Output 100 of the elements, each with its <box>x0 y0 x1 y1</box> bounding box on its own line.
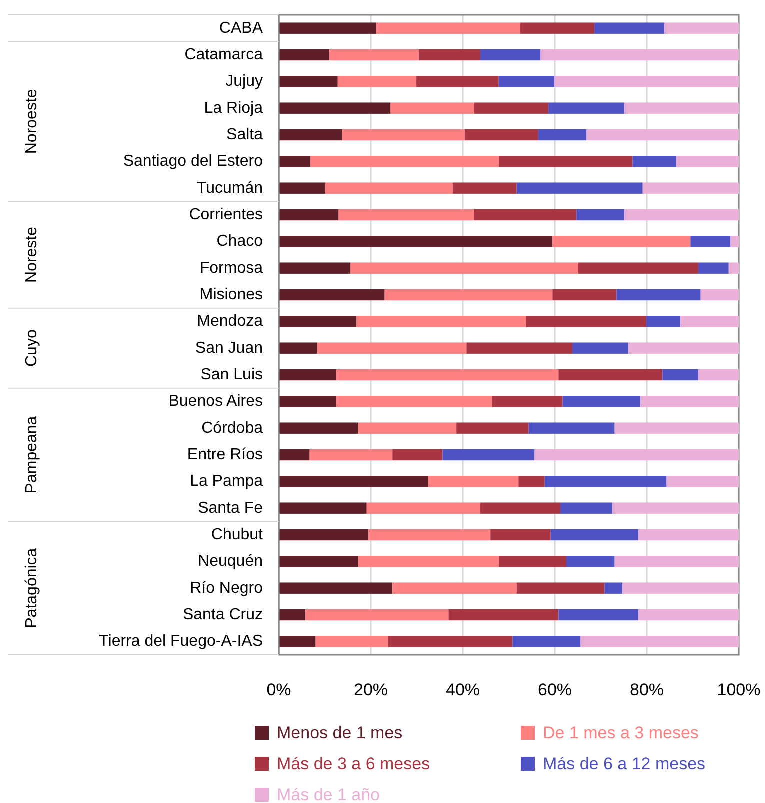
bar <box>279 102 391 114</box>
bar <box>279 609 306 621</box>
bar <box>480 49 541 61</box>
bar <box>466 342 572 354</box>
bar <box>392 582 517 594</box>
bar <box>544 476 667 488</box>
bar <box>612 502 739 514</box>
bar <box>628 342 739 354</box>
bar <box>474 102 549 114</box>
bar <box>638 529 739 541</box>
bar <box>554 76 739 88</box>
bar <box>526 316 647 328</box>
bar <box>356 316 526 328</box>
bar <box>279 502 367 514</box>
bar <box>624 102 739 114</box>
y-tick-label: Santa Fe <box>198 500 264 517</box>
bar <box>534 449 739 461</box>
bar <box>279 316 357 328</box>
y-tick-label: Neuquén <box>198 553 263 570</box>
bar <box>279 289 385 301</box>
bar <box>540 49 739 61</box>
bar <box>279 476 428 488</box>
bar <box>368 529 491 541</box>
y-tick-label: San Juan <box>195 340 263 357</box>
bar <box>392 449 443 461</box>
text: Noreste <box>24 226 40 284</box>
bar <box>350 262 578 274</box>
y-tick-label: Catamarca <box>184 46 264 64</box>
x-tick-label: 0% <box>266 680 292 700</box>
bar <box>664 22 739 34</box>
bar <box>680 316 739 328</box>
bar <box>518 476 545 488</box>
bar <box>279 342 318 354</box>
bar <box>624 209 739 221</box>
bar <box>464 129 538 141</box>
bar <box>728 262 739 274</box>
bar <box>614 422 739 434</box>
x-tick-label: 40% <box>446 680 480 700</box>
bar <box>572 342 629 354</box>
bar <box>498 556 566 568</box>
bar <box>390 102 474 114</box>
bar <box>310 156 499 168</box>
bar <box>690 236 731 248</box>
bar <box>306 609 449 621</box>
bar <box>279 636 316 648</box>
y-tick-label: Jujuy <box>226 73 263 90</box>
bar <box>279 129 342 141</box>
bar <box>586 129 739 141</box>
bar <box>638 609 739 621</box>
y-tick-label: CABA <box>219 20 264 37</box>
bar <box>552 236 691 248</box>
bar <box>279 209 339 221</box>
bar <box>576 209 624 221</box>
bar <box>279 529 369 541</box>
y-tick-label: Tucumán <box>196 180 263 197</box>
bar <box>448 609 559 621</box>
legend-label: Más de 1 año <box>277 786 380 803</box>
y-tick-label: Tierra del Fuego-A-IAS <box>99 633 263 650</box>
bar <box>338 209 474 221</box>
bar <box>562 396 641 408</box>
y-tick-label: Chubut <box>211 526 264 544</box>
bar <box>279 369 336 381</box>
bar <box>279 422 359 434</box>
legend-label: Menos de 1 mes <box>277 724 403 742</box>
text: Cuyo <box>24 330 40 368</box>
bar <box>279 182 326 194</box>
y-tick-label: Entre Ríos <box>187 446 263 464</box>
y-tick-label: Chaco <box>216 233 264 250</box>
bar <box>342 129 465 141</box>
bar <box>279 22 377 34</box>
bar <box>558 369 663 381</box>
x-tick-label: 100% <box>717 680 761 700</box>
legend-label: De 1 mes a 3 meses <box>543 724 699 742</box>
bar <box>452 182 517 194</box>
bar <box>550 529 639 541</box>
bar <box>528 422 615 434</box>
bar <box>279 582 393 594</box>
bar <box>279 236 553 248</box>
bar <box>418 49 480 61</box>
bar <box>336 369 559 381</box>
bar <box>338 76 417 88</box>
bar <box>442 449 535 461</box>
text: Patagónica <box>24 548 40 628</box>
bar <box>698 369 739 381</box>
bar <box>676 156 739 168</box>
bar <box>279 556 359 568</box>
bar <box>330 49 419 61</box>
bar <box>622 582 739 594</box>
bar <box>358 556 499 568</box>
bar <box>632 156 676 168</box>
bar <box>310 449 393 461</box>
bar <box>336 396 492 408</box>
bar <box>552 289 617 301</box>
bar <box>318 342 467 354</box>
bar <box>279 396 336 408</box>
bar <box>580 636 739 648</box>
y-tick-label: Santa Cruz <box>182 606 263 624</box>
legend-label: Más de 6 a 12 meses <box>543 754 706 774</box>
bar <box>366 502 480 514</box>
bar <box>279 156 311 168</box>
